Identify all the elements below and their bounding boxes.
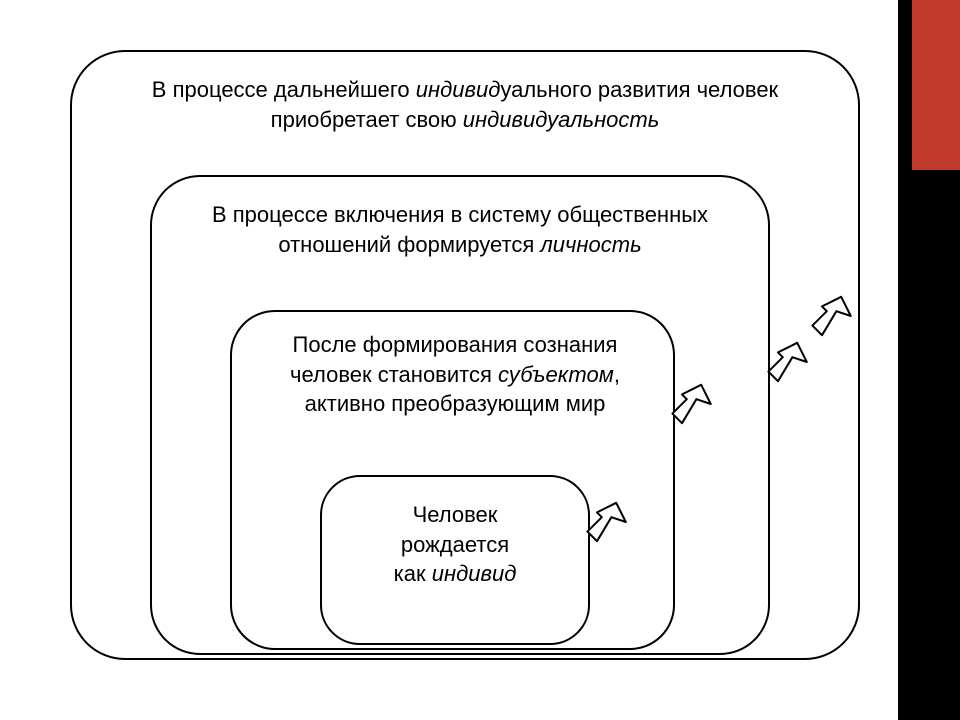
arrow-icon (670, 380, 718, 428)
arrow-icon (810, 292, 858, 340)
label-second: В процессе включения в систему обществен… (180, 200, 740, 259)
diagram-stage: { "canvas": { "w": 960, "h": 720, "bg": … (0, 0, 960, 720)
label-outer: В процессе дальнейшего индивидуального р… (110, 75, 820, 134)
label-inner: Человекрождаетсякак индивид (345, 500, 565, 589)
sidebar-red (912, 0, 960, 170)
arrow-icon (766, 338, 814, 386)
arrow-icon (585, 498, 633, 546)
label-third: После формирования сознаниячеловек стано… (255, 330, 655, 419)
